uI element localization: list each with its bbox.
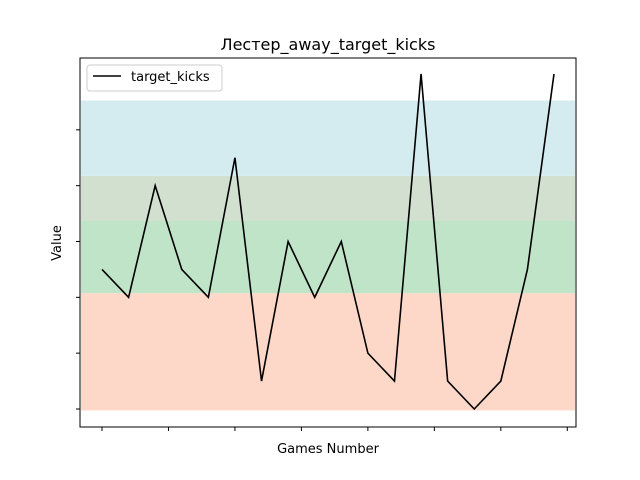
data-point-5: [234, 157, 236, 159]
data-point-14: [473, 408, 475, 410]
background-band-3: [81, 100, 575, 176]
background-band-2: [81, 175, 575, 221]
legend-box: [86, 64, 223, 92]
data-point-17: [553, 73, 555, 75]
x-axis-label: Games Number: [277, 442, 379, 457]
data-point-7: [287, 241, 289, 243]
chart-title: Лестер_away_target_kicks: [221, 35, 436, 55]
legend: target_kicks: [86, 64, 223, 92]
data-point-2: [154, 185, 156, 187]
data-point-6: [261, 380, 263, 382]
legend-entry-target-kicks: target_kicks: [131, 70, 210, 85]
axis-ticks: [76, 129, 568, 431]
data-point-16: [526, 268, 528, 270]
series-line-target-kicks: [101, 73, 555, 411]
background-bands: [81, 100, 575, 411]
data-point-3: [181, 268, 183, 270]
data-point-1: [128, 296, 130, 298]
data-point-12: [420, 73, 422, 75]
data-point-15: [500, 380, 502, 382]
data-point-4: [207, 296, 209, 298]
background-band-1: [81, 220, 575, 294]
background-band-0: [81, 293, 575, 411]
data-point-13: [447, 380, 449, 382]
data-point-9: [340, 241, 342, 243]
data-point-10: [367, 352, 369, 354]
axes-frame: [79, 57, 577, 428]
data-point-8: [314, 296, 316, 298]
y-axis-label: Value: [50, 225, 65, 261]
data-point-11: [393, 380, 395, 382]
data-point-0: [101, 268, 103, 270]
